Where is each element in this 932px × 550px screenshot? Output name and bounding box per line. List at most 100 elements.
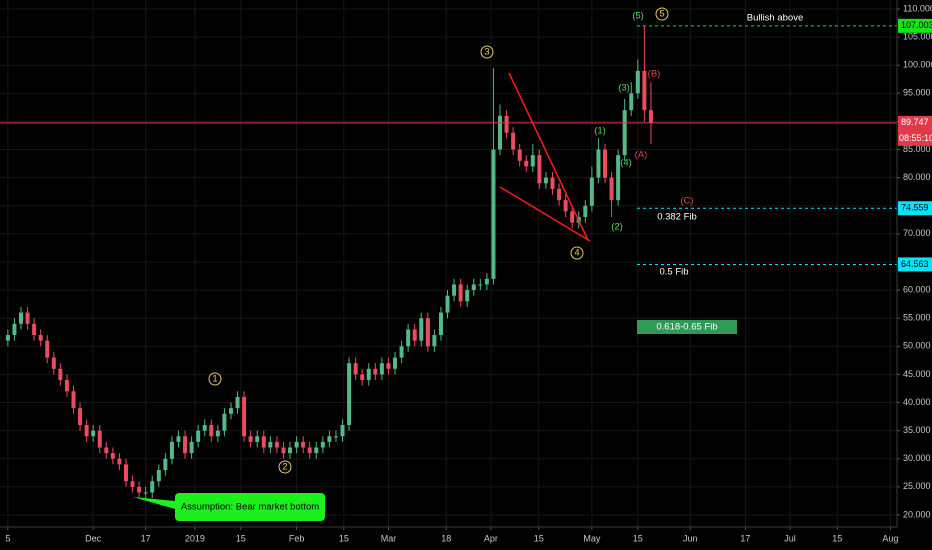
x-tick-label: 2019 — [185, 533, 205, 543]
x-tick-label: 15 — [832, 533, 842, 543]
candle-body — [202, 425, 207, 431]
annotation: Assumption: Bear market bottom — [181, 502, 319, 513]
candle-body — [104, 447, 109, 454]
candle-body — [281, 447, 286, 454]
candle-body — [550, 177, 555, 189]
y-tick-label: 105.000 — [903, 31, 932, 41]
candle-body — [406, 329, 411, 347]
candle-body — [189, 441, 194, 454]
candle-body — [629, 93, 634, 111]
candle-body — [91, 430, 96, 437]
price-level-label: 107.003 — [901, 20, 932, 30]
y-tick-label: 35.000 — [903, 425, 931, 435]
wave-label: 2 — [282, 462, 287, 473]
annotations: Bullish above 0.382 Fib 0.5 Fib 0.618-0.65 … — [133, 7, 803, 521]
x-tick-label: Dec — [85, 533, 102, 543]
x-tick-label: 18 — [441, 533, 451, 543]
candle-body — [347, 363, 352, 426]
candle-body — [353, 363, 358, 375]
candle-body — [412, 329, 417, 341]
annotation: (4) — [620, 158, 632, 169]
candle-body — [386, 363, 391, 369]
candle-body — [38, 335, 43, 341]
current-price-tag — [898, 115, 932, 146]
y-tick-label: 95.000 — [903, 88, 931, 98]
candle-body — [143, 492, 148, 494]
price-level-tag — [898, 18, 932, 33]
candle-body — [123, 464, 128, 482]
candle-body — [58, 368, 63, 381]
candle-body — [452, 284, 457, 296]
wedge-line — [508, 72, 589, 241]
candle-body — [78, 408, 83, 426]
price-level-label: 64.563 — [901, 259, 929, 269]
candle-body — [215, 430, 220, 437]
price-lines — [0, 25, 897, 265]
x-tick-label: Jul — [784, 533, 796, 543]
candle-body — [242, 396, 247, 437]
candle-body — [261, 436, 266, 448]
candle-body — [18, 312, 23, 324]
countdown-label: 08:55:10 — [899, 133, 932, 143]
candle-body — [209, 425, 214, 437]
annotation: (1) — [594, 126, 606, 137]
candle-body — [137, 486, 142, 493]
grid — [0, 0, 897, 527]
x-tick-label: Aug — [882, 533, 898, 543]
price-level-tag — [898, 257, 932, 272]
candle-body — [511, 132, 516, 150]
annotation: (B) — [648, 69, 661, 80]
annotation: (5) — [632, 11, 644, 22]
annotation: (C) — [680, 196, 693, 207]
y-tick-label: 70.000 — [903, 228, 931, 238]
y-tick-label: 110.000 — [903, 3, 932, 13]
candle-body — [642, 70, 647, 111]
candle-body — [570, 211, 575, 223]
candle-body — [235, 396, 240, 409]
candle-body — [635, 70, 640, 94]
candle-body — [373, 368, 378, 375]
candle-body — [602, 149, 607, 178]
annotation-box — [175, 493, 325, 521]
candle-body — [530, 155, 535, 167]
candles — [5, 25, 653, 499]
candle-body — [130, 481, 135, 487]
wave-label: 4 — [574, 248, 579, 259]
x-tick-label: Apr — [484, 533, 498, 543]
wave-circle — [278, 460, 292, 474]
candle-body — [163, 458, 168, 470]
candle-body — [268, 441, 273, 448]
x-tick-label: 15 — [633, 533, 643, 543]
candle-body — [648, 110, 653, 123]
candle-body — [320, 441, 325, 448]
annotation: 0.618-0.65 Fib — [656, 322, 717, 333]
candle-body — [84, 425, 89, 437]
candle-body — [622, 110, 627, 156]
candle-body — [366, 368, 371, 381]
candle-body — [609, 177, 614, 201]
y-tick-label: 85.000 — [903, 144, 931, 154]
price-level-tag — [898, 201, 932, 216]
callout-pointer — [133, 497, 175, 509]
x-tick-label: 17 — [141, 533, 151, 543]
x-tick-label: 15 — [236, 533, 246, 543]
candle-body — [445, 295, 450, 313]
y-tick-label: 80.000 — [903, 172, 931, 182]
annotation: (A) — [635, 150, 648, 161]
candle-body — [274, 441, 279, 448]
candle-body — [471, 284, 476, 291]
candle-body — [484, 278, 489, 285]
candle-body — [294, 441, 299, 448]
y-tick-label: 50.000 — [903, 341, 931, 351]
y-tick-label: 30.000 — [903, 453, 931, 463]
x-tick-label: 15 — [339, 533, 349, 543]
candle-body — [517, 149, 522, 161]
y-tick-label: 60.000 — [903, 284, 931, 294]
candle-body — [45, 340, 50, 358]
axes: 20.000 25.000 30.000 35.000 40.000 45.000 50.0… — [5, 3, 932, 543]
candle-body — [25, 312, 30, 324]
candle-body — [589, 177, 594, 206]
annotation-box — [637, 320, 737, 334]
candle-body — [64, 380, 69, 392]
